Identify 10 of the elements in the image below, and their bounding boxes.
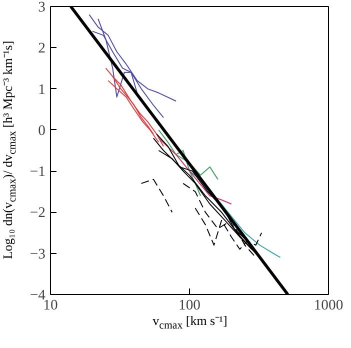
y-tick-label: −3 bbox=[30, 246, 46, 262]
x-tick-label: 1000 bbox=[314, 298, 344, 314]
y-tick-label: −1 bbox=[30, 164, 46, 180]
x-tick-label: 100 bbox=[178, 298, 200, 314]
y-tick-label: 0 bbox=[38, 122, 46, 139]
y-tick-label: −2 bbox=[30, 205, 46, 222]
x-axis-title: v$_{cmax}$ [km s⁻¹] bbox=[152, 312, 228, 334]
y-tick-label: 2 bbox=[38, 40, 46, 57]
y-tick-label: 3 bbox=[38, 0, 46, 16]
y-tick-label: 1 bbox=[38, 82, 46, 98]
